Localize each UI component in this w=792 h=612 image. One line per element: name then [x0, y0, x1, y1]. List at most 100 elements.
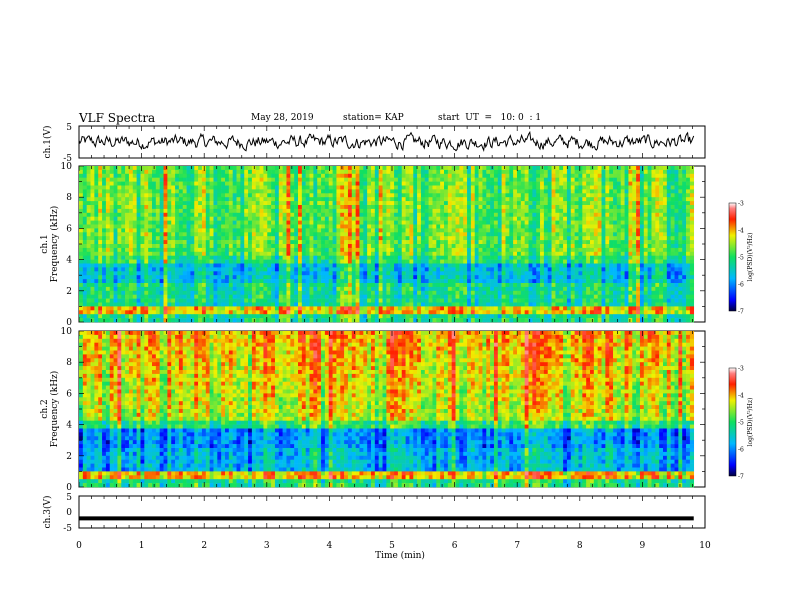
spectrogram-cell: [639, 247, 645, 253]
spectrogram-cell: [432, 224, 437, 229]
spectrogram-cell: [636, 208, 641, 214]
spectrogram-cell: [586, 255, 591, 260]
spectrogram-cell: [148, 255, 153, 260]
spectrogram-cell: [267, 169, 272, 175]
spectrogram-cell: [351, 228, 356, 233]
spectrogram-cell: [440, 201, 445, 206]
spectrogram-cell: [666, 271, 671, 276]
spectrogram-cell: [397, 232, 403, 237]
spectrogram-cell: [574, 267, 579, 272]
spectrogram-cell: [251, 275, 257, 280]
spectrogram-cell: [505, 283, 510, 288]
spectrogram-cell: [490, 173, 495, 178]
spectrogram-cell: [540, 259, 545, 264]
spectrogram-cell: [248, 201, 253, 206]
spectrogram-cell: [278, 181, 283, 186]
spectrogram-cell: [228, 193, 233, 198]
spectrogram-cell: [148, 169, 153, 175]
spectrogram-cell: [274, 212, 280, 217]
spectrogram-cell: [616, 255, 622, 260]
spectrogram-cell: [209, 181, 214, 186]
spectrogram-cell: [305, 177, 310, 182]
spectrogram-cell: [374, 181, 379, 186]
spectrogram-cell: [590, 216, 595, 221]
spectrogram-cell: [555, 232, 560, 237]
spectrogram-cell: [666, 259, 671, 264]
spectrogram-cell: [336, 271, 341, 276]
spectrogram-cell: [636, 197, 641, 202]
spectrogram-cell: [378, 251, 383, 256]
spectrogram-cell: [371, 185, 376, 190]
spectrogram-cell: [144, 169, 149, 175]
spectrogram-cell: [620, 279, 625, 284]
spectrogram-cell: [347, 177, 353, 182]
spectrogram-cell: [94, 208, 99, 214]
spectrogram-cell: [367, 177, 372, 182]
spectrogram-cell: [390, 208, 395, 214]
spectrogram-cell: [493, 193, 499, 198]
spectrogram-cell: [190, 201, 195, 206]
spectrogram-cell: [570, 208, 575, 214]
spectrogram-cell: [371, 228, 376, 233]
spectrogram-cell: [194, 173, 199, 178]
spectrogram-cell: [347, 255, 353, 260]
spectrogram-cell: [616, 201, 622, 206]
spectrogram-cell: [420, 177, 426, 182]
spectrogram-cell: [517, 166, 522, 171]
spectrogram-cell: [328, 201, 333, 206]
spectrogram-cell: [566, 263, 572, 268]
spectrogram-cell: [609, 279, 614, 284]
spectrogram-cell: [647, 220, 652, 225]
spectrogram-cell: [655, 169, 660, 175]
spectrogram-cell: [217, 263, 222, 268]
spectrogram-cell: [255, 193, 260, 198]
spectrogram-cell: [609, 193, 614, 198]
spectrogram-cell: [509, 185, 514, 190]
spectrogram-cell: [555, 244, 560, 249]
spectrogram-cell: [397, 251, 403, 256]
spectrogram-cell: [609, 224, 614, 229]
spectrogram-cell: [517, 236, 522, 241]
spectrogram-cell: [102, 267, 107, 272]
spectrogram-cell: [98, 224, 103, 229]
spectrogram-cell: [79, 220, 84, 225]
spectrogram-cell: [555, 263, 560, 268]
spectrogram-cell: [524, 193, 529, 198]
spectrogram-cell: [578, 166, 583, 171]
spectrogram-cell: [102, 255, 107, 260]
spectrogram-cell: [566, 247, 572, 253]
spectrogram-cell: [290, 177, 295, 182]
spectrogram-cell: [182, 236, 187, 241]
spectrogram-cell: [90, 236, 95, 241]
spectrogram-cell: [182, 263, 187, 268]
spectrogram-cell: [198, 169, 203, 175]
spectrogram-cell: [128, 271, 134, 276]
spectrogram-cell: [590, 208, 595, 214]
spectrogram-cell: [666, 279, 671, 284]
spectrogram-cell: [98, 267, 103, 272]
spectrogram-cell: [536, 220, 541, 225]
spectrogram-cell: [232, 208, 237, 214]
spectrogram-cell: [278, 259, 283, 264]
spectrogram-cell: [82, 201, 87, 206]
spectrogram-cell: [689, 173, 695, 178]
spectrogram-cell: [209, 247, 214, 253]
spectrogram-cell: [586, 216, 591, 221]
spectrogram-cell: [98, 228, 103, 233]
spectrogram-cell: [336, 197, 341, 202]
spectrogram-cell: [309, 267, 314, 272]
spectrogram-cell: [175, 169, 180, 175]
spectrogram-cell: [413, 232, 418, 237]
spectrogram-cell: [205, 169, 210, 175]
spectrogram-cell: [601, 185, 606, 190]
spectrogram-cell: [582, 275, 587, 280]
spectrogram-cell: [570, 220, 575, 225]
spectrogram-cell: [447, 228, 452, 233]
spectrogram-cell: [244, 247, 249, 253]
spectrogram-cell: [417, 197, 422, 202]
spectrogram-cell: [228, 228, 233, 233]
spectrogram-cell: [501, 244, 506, 249]
spectrogram-cell: [609, 232, 614, 237]
spectrogram-cell: [413, 177, 418, 182]
spectrogram-cell: [505, 220, 510, 225]
